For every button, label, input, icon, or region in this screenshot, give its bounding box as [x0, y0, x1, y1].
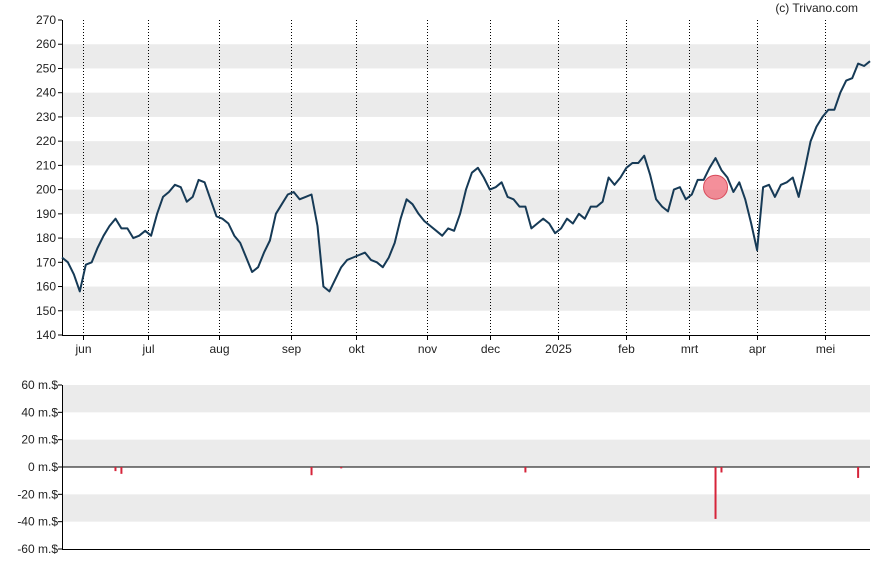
y-tick-label: 240 — [36, 86, 56, 100]
credit-label: (c) Trivano.com — [775, 1, 858, 15]
grid-band — [62, 238, 870, 263]
y-tick-label: 180 — [36, 231, 56, 245]
y-tick-label: -20 m.$ — [17, 487, 58, 501]
flow-bar — [720, 467, 723, 473]
y-tick-label: 60 m.$ — [21, 378, 58, 392]
x-tick-label: dec — [481, 342, 500, 356]
y-tick-label: 210 — [36, 158, 56, 172]
y-tick-label: 150 — [36, 304, 56, 318]
grid-band — [62, 439, 870, 467]
y-tick-label: 220 — [36, 134, 56, 148]
event-marker — [703, 174, 729, 200]
y-tick-label: 260 — [36, 37, 56, 51]
flow-bar — [114, 467, 117, 472]
y-tick-label: 170 — [36, 255, 56, 269]
grid-band — [62, 286, 870, 311]
y-tick-label: -40 m.$ — [17, 515, 58, 529]
y-tick-label: 0 m.$ — [28, 460, 58, 474]
x-tick-label: jun — [74, 342, 91, 356]
grid-band — [62, 494, 870, 522]
y-tick-label: 250 — [36, 61, 56, 75]
x-tick-label: feb — [618, 342, 635, 356]
y-tick-label: 160 — [36, 280, 56, 294]
grid-band — [62, 44, 870, 69]
x-tick-label: mrt — [681, 342, 699, 356]
x-tick-label: okt — [348, 342, 365, 356]
y-tick-label: 230 — [36, 110, 56, 124]
flow-bar — [340, 467, 343, 469]
y-tick-label: -60 m.$ — [17, 542, 58, 556]
x-tick-label: nov — [418, 342, 437, 356]
y-tick-label: 200 — [36, 183, 56, 197]
grid-band — [62, 385, 870, 413]
grid-band — [62, 141, 870, 166]
flow-bar — [857, 467, 860, 478]
flow-bar — [310, 467, 313, 476]
flow-bar — [120, 467, 123, 474]
y-tick-label: 270 — [36, 13, 56, 27]
x-tick-label: aug — [209, 342, 229, 356]
y-tick-label: 40 m.$ — [21, 405, 58, 419]
y-tick-label: 140 — [36, 328, 56, 342]
x-tick-label: 2025 — [545, 342, 572, 356]
x-tick-label: jul — [141, 342, 154, 356]
price-panel: jun jul aug sep okt nov dec 2025 feb mrt apr mei 140… — [36, 13, 871, 356]
price-line — [61, 60, 871, 293]
flow-bar — [714, 467, 717, 519]
x-tick-label: sep — [282, 342, 302, 356]
x-tick-label: mei — [816, 342, 835, 356]
y-tick-label: 20 m.$ — [21, 433, 58, 447]
x-tick-label: apr — [749, 342, 766, 356]
flow-panel: -60 m.$ -40 m.$ -20 m.$ 0 m.$ 20 m.$ 40 m.$ 60… — [17, 378, 870, 556]
grid-band — [62, 92, 870, 117]
y-tick-label: 190 — [36, 207, 56, 221]
flow-bar — [524, 467, 527, 473]
